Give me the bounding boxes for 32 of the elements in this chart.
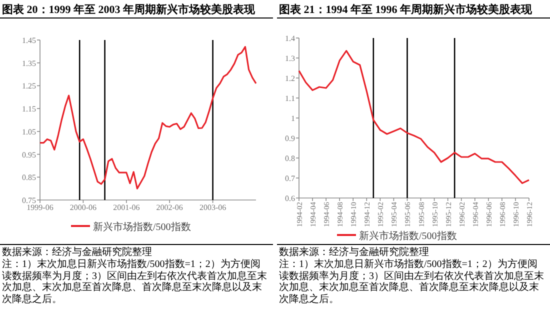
y-tick-label: 1.05 (22, 127, 36, 136)
source-note: 数据来源：经济与金融研究院整理 (279, 247, 430, 258)
y-tick-label: 1.45 (22, 36, 36, 45)
x-tick-label: 2001-06 (113, 203, 140, 212)
chart-title: 图表 20：1999 年至 2003 年周期新兴市场较美股表现 (2, 3, 256, 16)
y-tick-label: 1.35 (22, 58, 36, 68)
y-tick-label: 0.9 (285, 134, 295, 143)
y-tick-label: 1.3 (285, 54, 295, 63)
chart-title: 图表 21：1994 年至 1996 年周期新兴市场较美股表现 (279, 3, 533, 16)
y-tick-label: 1.15 (22, 104, 36, 114)
text: 注：1）末次加息日新兴市场指数/500指数=1；2）为方便阅读数据频率为月度；3）区间由左到右依次代表首次加息至末次加息、末次加息至首次降息、首次降息至末次降息以及末次降息之后。 (2, 258, 268, 306)
y-tick-label: 0.6 (285, 194, 295, 203)
source-note: 数据来源：经济与金融研究院整理 (2, 247, 153, 258)
y-tick-label: 1.25 (22, 82, 36, 91)
line-series (39, 46, 257, 190)
y-tick-label: 0.95 (22, 150, 36, 160)
x-tick-label: 1999-06 (26, 203, 54, 212)
legend-label: 新兴市场指数/500指数 (93, 221, 191, 233)
y-tick-label: 1.1 (285, 94, 295, 103)
legend-label: 新兴市场指数/500指数 (359, 230, 457, 242)
y-tick-label: 0.75 (22, 196, 36, 205)
y-tick-label: 0.7 (285, 174, 295, 183)
y-tick-label: 0.85 (22, 173, 36, 182)
y-tick-label: 1.4 (285, 34, 295, 43)
text: 注：1）末次加息日新兴市场指数/500指数=1；2）为方便阅读数据频率为月度；3）区间由左到右依次代表首次加息至末次加息、末次加息至首次降息、首次降息至末次降息以及末次降息之后。 (279, 258, 545, 306)
y-tick-label: 1.2 (285, 74, 295, 83)
line-series (298, 50, 530, 184)
y-tick-label: 0.8 (285, 154, 295, 163)
x-tick-label: 2003-06 (199, 203, 226, 212)
y-tick-label: 1 (291, 114, 295, 123)
x-tick-label: 2002-06 (156, 203, 183, 212)
x-tick-label: 2000-06 (70, 203, 97, 212)
